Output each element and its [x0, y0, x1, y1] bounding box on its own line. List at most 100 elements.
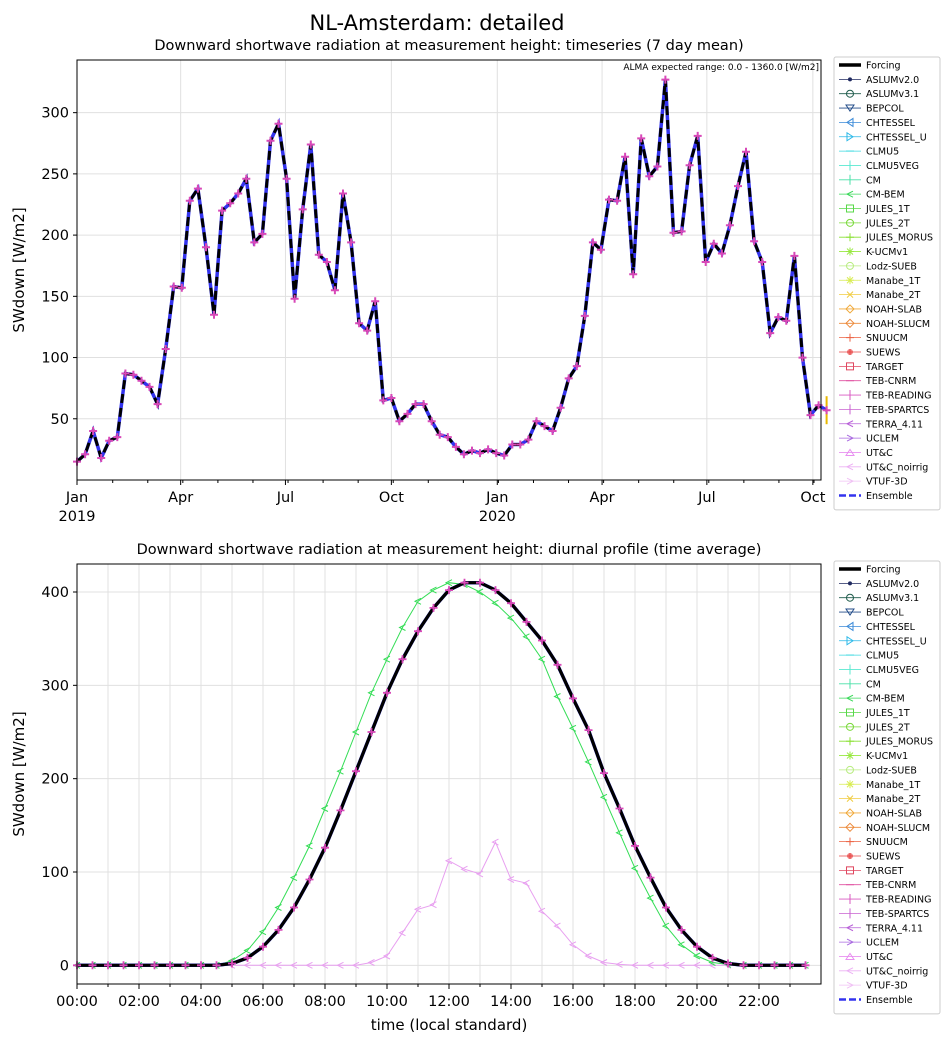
timeseries-point — [653, 162, 662, 171]
timeseries-point — [137, 376, 146, 385]
diurnal-legend-marker — [845, 952, 855, 960]
diurnal-point — [553, 660, 562, 669]
diurnal-utc-point — [289, 961, 298, 969]
diurnal-legend-label: K-UCMv1 — [866, 751, 908, 762]
timeseries-point — [564, 374, 573, 383]
timeseries-point — [580, 311, 589, 320]
diurnal-utc-point — [506, 876, 515, 883]
timeseries-legend-label: SNUUCM — [866, 333, 908, 344]
diurnal-legend-label: NOAH-SLAB — [866, 808, 922, 819]
diurnal-cmbem-point — [506, 614, 515, 622]
timeseries-legend-label: SUEWS — [866, 348, 900, 359]
timeseries-point — [290, 294, 299, 303]
timeseries-ytick-label: 200 — [41, 228, 69, 244]
diurnal-xtick-label: 12:00 — [428, 994, 470, 1010]
diurnal-cmbem-line — [77, 582, 806, 966]
timeseries-point — [443, 433, 452, 442]
diurnal-legend-frame — [833, 560, 941, 1015]
timeseries-xtick-year-label: 2020 — [479, 509, 516, 525]
timeseries-legend-marker — [846, 434, 855, 442]
timeseries-point — [621, 152, 630, 161]
diurnal-cmbem-point — [646, 894, 654, 902]
timeseries-legend-marker — [846, 247, 854, 256]
diurnal-utc-point — [429, 901, 437, 909]
diurnal-legend-label: JULES_2T — [865, 722, 910, 733]
diurnal-legend-marker — [845, 822, 855, 833]
diurnal-point — [646, 873, 655, 882]
diurnal-point — [522, 617, 531, 626]
timeseries-point — [322, 258, 331, 266]
diurnal-point — [104, 961, 112, 970]
diurnal-point — [584, 726, 593, 735]
timeseries-point — [476, 449, 484, 458]
timeseries-point — [774, 313, 783, 322]
timeseries-legend-label: CHTESSEL — [866, 118, 916, 129]
diurnal-cmbem-point — [258, 928, 267, 936]
timeseries-point — [508, 440, 517, 449]
diurnal-utc-point — [444, 857, 453, 865]
diurnal-cmbem-point — [351, 728, 360, 736]
timeseries-point — [226, 199, 235, 208]
timeseries-point — [169, 282, 178, 291]
diurnal-point — [259, 942, 267, 951]
timeseries-legend-label: Lodz-SUEB — [866, 261, 917, 272]
diurnal-legend-marker — [845, 808, 855, 818]
diurnal-title: Downward shortwave radiation at measurem… — [137, 542, 762, 558]
timeseries-point — [339, 189, 347, 198]
timeseries-point — [379, 396, 388, 405]
diurnal-legend-label: UCLEM — [866, 938, 899, 949]
diurnal-cmbem-point — [537, 655, 546, 663]
diurnal-point — [693, 942, 701, 951]
diurnal-ytick-label: 100 — [41, 865, 69, 881]
diurnal-chart: Downward shortwave radiation at measurem… — [10, 542, 941, 1034]
timeseries-point — [306, 140, 315, 149]
timeseries-xtick-year-label: 2019 — [59, 509, 96, 525]
diurnal-cmbem-point — [444, 579, 453, 587]
timeseries-ensemble-line — [75, 79, 828, 463]
diurnal-cmbem-point — [568, 724, 577, 732]
diurnal-legend-label: Forcing — [866, 565, 901, 576]
timeseries-legend-frame — [833, 56, 941, 511]
timeseries-xtick-label: Apr — [590, 490, 615, 506]
diurnal-legend-label: UT&C — [866, 952, 893, 963]
diurnal-xtick-label: 04:00 — [180, 994, 222, 1010]
timeseries-point — [177, 283, 186, 292]
timeseries-legend-marker — [846, 117, 854, 128]
diurnal-forcing-line — [77, 581, 806, 967]
diurnal-point — [228, 959, 236, 968]
diurnal-point — [197, 961, 205, 970]
diurnal-cmbem-point — [584, 758, 592, 766]
timeseries-legend-marker — [847, 349, 853, 355]
timeseries-legend-marker — [845, 448, 855, 456]
timeseries-point — [822, 406, 831, 415]
diurnal-utc-point — [475, 870, 484, 878]
timeseries-legend-label: JULES_MORUS — [865, 233, 933, 244]
diurnal-xtick-label: 14:00 — [490, 994, 532, 1010]
diurnal-axes-frame — [76, 563, 822, 985]
diurnal-cmbem-point — [599, 793, 608, 801]
diurnal-legend-label: SNUUCM — [866, 837, 908, 848]
timeseries-ytick-label: 50 — [51, 412, 69, 428]
timeseries-legend-label: BEPCOL — [866, 104, 904, 115]
timeseries-legend-marker — [846, 362, 854, 371]
timeseries-point — [153, 400, 162, 409]
timeseries-point — [89, 427, 98, 435]
diurnal-legend-label: SUEWS — [866, 852, 900, 863]
diurnal-utc-point — [692, 961, 701, 969]
timeseries-legend-label: UT&C — [866, 448, 893, 459]
timeseries-legend-marker — [846, 204, 854, 213]
diurnal-ytick-label: 300 — [41, 678, 69, 694]
timeseries-point — [790, 251, 799, 260]
diurnal-legend-marker — [847, 853, 853, 859]
figure-suptitle: NL-Amsterdam: detailed — [309, 11, 564, 35]
diurnal-legend-marker — [846, 837, 854, 846]
timeseries-legend-label: CHTESSEL_U — [866, 132, 927, 143]
timeseries-legend-label: TEB-CNRM — [865, 376, 916, 387]
timeseries-point — [97, 454, 106, 462]
diurnal-point — [476, 578, 484, 587]
timeseries-annotation: ALMA expected range: 0.0 - 1360.0 [W/m2] — [623, 63, 819, 73]
timeseries-series — [73, 75, 831, 466]
timeseries-point — [685, 161, 694, 170]
diurnal-utc-point — [646, 961, 654, 969]
